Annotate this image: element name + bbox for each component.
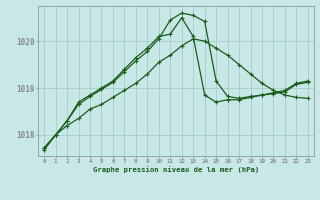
X-axis label: Graphe pression niveau de la mer (hPa): Graphe pression niveau de la mer (hPa)	[93, 166, 259, 173]
